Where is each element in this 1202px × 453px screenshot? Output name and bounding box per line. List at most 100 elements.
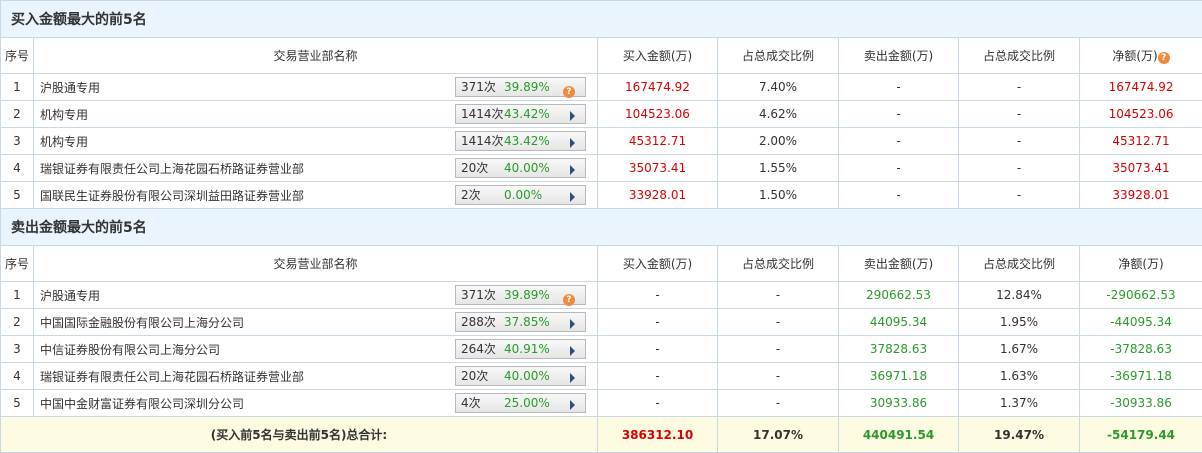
question-icon[interactable]: ?: [1157, 52, 1170, 64]
sell-amount: 37828.63: [838, 335, 959, 363]
arrow-right-icon[interactable]: [570, 316, 575, 334]
trade-count: 264次: [461, 342, 496, 356]
column-header: 序号: [0, 37, 34, 74]
buy-amount: 33928.01: [597, 181, 718, 209]
branch-name[interactable]: 机构专用: [40, 107, 89, 122]
branch-name[interactable]: 瑞银证券有限责任公司上海花园石桥路证券营业部: [40, 369, 305, 384]
arrow-right-icon[interactable]: [570, 189, 575, 207]
column-header: 序号: [0, 245, 34, 282]
buy-ratio: -: [717, 281, 839, 309]
table-row: 2 机构专用 1414次 43.42% 104523.06 4.62% - -104523.0…: [0, 100, 1202, 128]
buy-ratio: 1.50%: [717, 181, 839, 209]
column-header: 买入金额(万): [597, 37, 718, 74]
branch-name-cell: 中国国际金融股份有限公司上海分公司 288次 37.85%: [33, 308, 598, 336]
win-rate: 25.00%: [504, 396, 550, 410]
branch-stats-badge[interactable]: 4次 25.00%: [455, 393, 586, 413]
row-number: 2: [0, 308, 34, 336]
branch-name[interactable]: 瑞银证券有限责任公司上海花园石桥路证券营业部: [40, 161, 305, 176]
branch-stats-badge[interactable]: 288次 37.85%: [455, 312, 586, 332]
arrow-right-icon[interactable]: [570, 397, 575, 415]
table-row: 5 中国中金财富证券有限公司深圳分公司 4次 25.00% - -30933.86 1.37…: [0, 389, 1202, 417]
buy-ratio: 2.00%: [717, 127, 839, 155]
branch-stats-badge[interactable]: 1414次 43.42%: [455, 104, 586, 124]
sell-amount: 30933.86: [838, 389, 959, 417]
arrow-shape: [570, 373, 575, 383]
branch-name[interactable]: 机构专用: [40, 134, 89, 149]
row-number: 3: [0, 127, 34, 155]
arrow-shape: [570, 165, 575, 175]
branch-stats-badge[interactable]: 264次 40.91%: [455, 339, 586, 359]
trade-count: 20次: [461, 161, 489, 175]
net-amount: -44095.34: [1078, 308, 1202, 336]
branch-name-cell: 国联民生证券股份有限公司深圳益田路证券营业部 2次 0.00%: [33, 181, 598, 209]
buy-ratio: -: [717, 362, 839, 390]
branch-stats-badge[interactable]: 371次 39.89%?: [455, 285, 586, 307]
branch-stats-badge[interactable]: 20次 40.00%: [455, 158, 586, 178]
branch-name[interactable]: 沪股通专用: [40, 80, 101, 95]
branch-name[interactable]: 中国国际金融股份有限公司上海分公司: [40, 315, 245, 330]
win-rate: 40.91%: [504, 342, 550, 356]
win-rate: 43.42%: [504, 107, 550, 121]
branch-name[interactable]: 国联民生证券股份有限公司深圳益田路证券营业部: [40, 188, 305, 203]
row-number: 5: [0, 389, 34, 417]
win-rate: 43.42%: [504, 134, 550, 148]
sell-amount: 290662.53: [838, 281, 959, 309]
row-number: 1: [0, 281, 34, 309]
sell-ratio: 1.95%: [958, 308, 1080, 336]
sell-ratio: -: [958, 181, 1080, 209]
question-icon[interactable]: ?: [563, 289, 575, 307]
column-header: 买入金额(万): [597, 245, 718, 282]
total-label: (买入前5名与卖出前5名)总合计:: [0, 416, 598, 453]
table-row: 4 瑞银证券有限责任公司上海花园石桥路证券营业部 20次 40.00% 35073.41…: [0, 154, 1202, 182]
column-header: 交易营业部名称: [33, 245, 598, 282]
column-header: 卖出金额(万): [838, 245, 959, 282]
arrow-right-icon[interactable]: [570, 162, 575, 180]
question-mark: ?: [563, 294, 575, 306]
branch-name-cell: 中信证券股份有限公司上海分公司 264次 40.91%: [33, 335, 598, 363]
net-amount: 33928.01: [1078, 181, 1202, 209]
arrow-right-icon[interactable]: [570, 370, 575, 388]
table-row: 3 中信证券股份有限公司上海分公司 264次 40.91% - -37828.63 1.67…: [0, 335, 1202, 363]
sell-ratio: -: [958, 73, 1080, 101]
section-title: 买入金额最大的前5名: [0, 0, 1202, 38]
arrow-right-icon[interactable]: [570, 343, 575, 361]
arrow-right-icon[interactable]: [570, 108, 575, 126]
branch-stats-badge[interactable]: 20次 40.00%: [455, 366, 586, 386]
column-header: 占总成交比例: [958, 37, 1080, 74]
column-header: 占总成交比例: [717, 245, 839, 282]
buy-amount: -: [597, 308, 718, 336]
question-icon[interactable]: ?: [563, 81, 575, 99]
sell-ratio: -: [958, 127, 1080, 155]
branch-name[interactable]: 中信证券股份有限公司上海分公司: [40, 342, 221, 357]
arrow-shape: [570, 138, 575, 148]
row-number: 3: [0, 335, 34, 363]
table-row: 1 沪股通专用 371次 39.89%? 167474.92 7.40% - -167474.…: [0, 73, 1202, 101]
branch-stats-badge[interactable]: 371次 39.89%?: [455, 77, 586, 99]
branch-name-cell: 机构专用 1414次 43.42%: [33, 100, 598, 128]
win-rate: 39.89%: [504, 288, 550, 302]
branch-name-cell: 瑞银证券有限责任公司上海花园石桥路证券营业部 20次 40.00%: [33, 362, 598, 390]
sell-ratio: -: [958, 154, 1080, 182]
column-header: 占总成交比例: [958, 245, 1080, 282]
arrow-shape: [570, 192, 575, 202]
branch-name[interactable]: 沪股通专用: [40, 288, 101, 303]
net-amount: 35073.41: [1078, 154, 1202, 182]
question-mark: ?: [563, 86, 575, 98]
sell-ratio: 1.63%: [958, 362, 1080, 390]
table-row: 5 国联民生证券股份有限公司深圳益田路证券营业部 2次 0.00% 33928.01 1.…: [0, 181, 1202, 209]
branch-stats-badge[interactable]: 1414次 43.42%: [455, 131, 586, 151]
branch-stats-badge[interactable]: 2次 0.00%: [455, 185, 586, 205]
net-amount: -36971.18: [1078, 362, 1202, 390]
sell-amount: -: [838, 100, 959, 128]
table-row: 1 沪股通专用 371次 39.89%? - -290662.53 12.84% -29066…: [0, 281, 1202, 309]
buy-amount: 104523.06: [597, 100, 718, 128]
table-row: 2 中国国际金融股份有限公司上海分公司 288次 37.85% - -44095.34 1.…: [0, 308, 1202, 336]
column-header: 卖出金额(万): [838, 37, 959, 74]
branch-name[interactable]: 中国中金财富证券有限公司深圳分公司: [40, 396, 245, 411]
arrow-right-icon[interactable]: [570, 135, 575, 153]
table-row: 3 机构专用 1414次 43.42% 45312.71 2.00% - -45312.71: [0, 127, 1202, 155]
buy-ratio: -: [717, 308, 839, 336]
buy_section-title-row: 买入金额最大的前5名: [0, 0, 1202, 38]
buy-ratio: 4.62%: [717, 100, 839, 128]
